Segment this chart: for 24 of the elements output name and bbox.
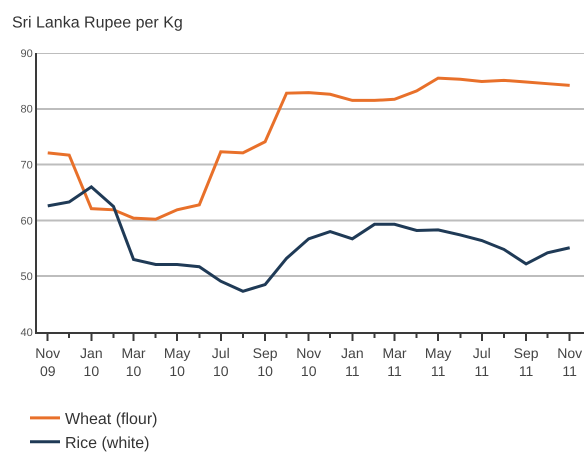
y-tick-label: 50 xyxy=(20,271,33,284)
y-tick-label: 70 xyxy=(20,159,33,172)
legend-label: Wheat (flour) xyxy=(65,411,158,428)
x-tick-label: Sep 10 xyxy=(252,344,278,379)
chart-title: Sri Lanka Rupee per Kg xyxy=(12,14,183,32)
x-tick-label: May 10 xyxy=(164,344,190,379)
y-tick-label: 40 xyxy=(20,326,33,339)
x-tick-label: Nov 09 xyxy=(35,344,60,379)
x-tick-label: Jul 10 xyxy=(212,344,230,379)
x-tick-label: Jan 11 xyxy=(341,344,364,379)
x-tick-label: Sep 11 xyxy=(514,344,539,379)
x-tick-label: Jul 11 xyxy=(472,344,491,379)
x-tick-label: Nov 11 xyxy=(557,344,582,379)
legend-label: Rice (white) xyxy=(65,434,150,452)
x-tick-label: May 11 xyxy=(424,344,452,379)
x-tick-label: Nov 10 xyxy=(296,344,322,379)
x-tick-label: Jan 10 xyxy=(80,344,103,379)
line-series xyxy=(46,76,572,221)
y-tick-label: 60 xyxy=(20,215,33,228)
y-tick-label: 90 xyxy=(20,48,33,60)
line-series xyxy=(46,185,572,293)
x-tick-label: Mar 11 xyxy=(382,344,407,379)
y-tick-label: 80 xyxy=(20,104,33,116)
x-tick-label: Mar 10 xyxy=(121,344,146,379)
